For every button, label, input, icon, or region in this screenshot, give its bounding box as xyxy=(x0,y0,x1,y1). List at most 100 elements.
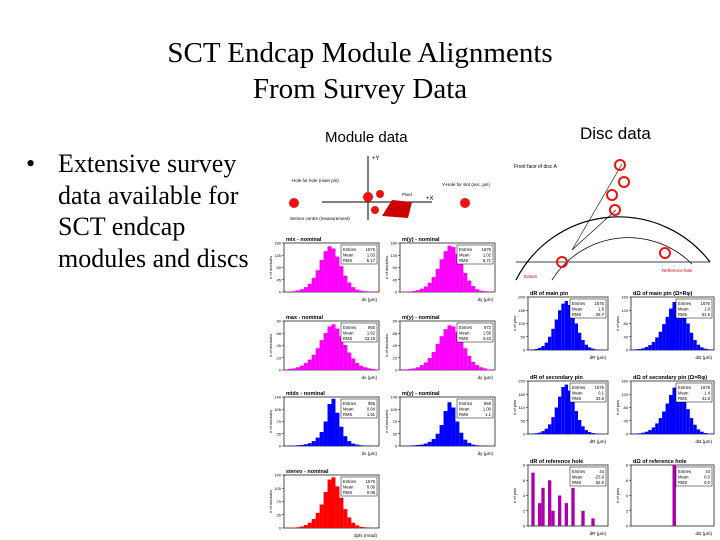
stats-key: Mean xyxy=(459,331,470,336)
histogram-bar xyxy=(561,387,565,434)
stats-key: Mean xyxy=(459,253,470,258)
histogram-bar xyxy=(548,480,552,526)
histogram-bar xyxy=(655,423,659,434)
histogram-bar xyxy=(295,290,300,292)
chart-title: dΩ of secondary pin (Ω=Rφ) xyxy=(633,375,707,381)
histogram-bar xyxy=(689,418,694,434)
stats-box xyxy=(456,322,494,343)
histogram-bar xyxy=(303,444,308,446)
histogram-bar xyxy=(331,248,336,292)
histogram-bar xyxy=(323,332,328,370)
histogram-bar xyxy=(467,355,472,370)
histogram-panel: dΩ of reference hole 0 2 4 6 8 # of pins dΩ (µm… xyxy=(615,459,715,536)
histogram-bar xyxy=(578,420,582,434)
histogram-bar xyxy=(347,517,352,528)
histogram-bar xyxy=(483,368,488,370)
stats-value: 1676 xyxy=(595,385,605,390)
stats-key: Mean xyxy=(343,331,354,336)
histogram-bar xyxy=(447,325,452,370)
histogram-bar xyxy=(541,346,545,350)
chart-title: dΩ of main pin (Ω=Rφ) xyxy=(633,291,693,297)
histogram-bar xyxy=(339,336,344,370)
histogram-bar xyxy=(323,492,328,528)
stats-value: 1.1 xyxy=(485,412,491,417)
y-tick-label: 45 xyxy=(393,343,398,348)
histogram-bar xyxy=(307,283,312,292)
histogram-bar xyxy=(303,287,308,292)
histogram-bar xyxy=(443,411,448,446)
y-tick-label: 0 xyxy=(395,444,398,449)
x-axis-label: dy (µm) xyxy=(478,375,494,380)
histogram-bar xyxy=(672,301,676,350)
y-tick-label: 140 xyxy=(274,473,281,478)
histogram-bar xyxy=(538,503,542,526)
histogram-bar xyxy=(343,275,348,292)
stats-key: RMS xyxy=(459,258,469,263)
histogram-bar xyxy=(339,497,344,528)
histogram-bar xyxy=(439,425,444,446)
histogram-bar xyxy=(637,349,642,350)
y-tick-label: 150 xyxy=(518,308,525,313)
y-tick-label: 70 xyxy=(277,499,282,504)
chart-title: midx - nominal xyxy=(286,391,325,397)
histogram-bar xyxy=(327,479,332,528)
y-tick-label: 90 xyxy=(393,319,398,324)
histogram-panel: m(y) - nominal 0 35 70 105 140 # of modules dy … xyxy=(384,391,496,456)
stats-value: 1.02 xyxy=(483,253,492,258)
stats-value: 955 xyxy=(368,401,376,406)
histogram-bar xyxy=(447,245,452,292)
histogram-bar xyxy=(284,369,288,370)
y-tick-label: 0 xyxy=(279,444,282,449)
disc-note: Front face of disc A xyxy=(514,164,557,170)
histogram-bar xyxy=(335,328,340,370)
histogram-bar xyxy=(491,369,495,370)
histogram-bar xyxy=(471,444,476,446)
histogram-bar xyxy=(541,487,545,526)
stats-box xyxy=(569,298,607,319)
y-axis-label: # of pins xyxy=(512,400,517,415)
histogram-bar xyxy=(451,247,456,292)
x-axis-label: dx (µm) xyxy=(362,375,378,380)
stats-key: RMS xyxy=(343,490,353,495)
disc-pin-icon xyxy=(614,159,626,171)
module-note: Hole for hole (main pin) xyxy=(292,178,339,183)
histogram-bar xyxy=(431,439,436,446)
y-tick-label: 160 xyxy=(621,295,628,300)
histogram-bar xyxy=(682,313,687,350)
histogram-bar xyxy=(584,430,588,434)
stats-value: 1676 xyxy=(701,301,711,306)
histogram-bar xyxy=(427,441,432,446)
histogram-bar xyxy=(331,398,336,446)
stats-box xyxy=(456,398,494,419)
y-tick-label: 0 xyxy=(523,524,526,529)
histogram-bar xyxy=(581,510,585,526)
histogram-bar xyxy=(581,426,585,434)
histogram-bar xyxy=(327,404,332,446)
y-axis-label: # of pins xyxy=(512,316,517,331)
stats-key: Entries xyxy=(459,247,472,252)
stats-value: 44 xyxy=(705,469,710,474)
histogram-bar xyxy=(315,512,320,528)
histogram-bar xyxy=(359,290,364,292)
histogram-bar xyxy=(431,277,436,292)
histogram-bar xyxy=(594,349,598,350)
histogram-bar xyxy=(459,340,464,370)
stats-key: RMS xyxy=(343,336,353,341)
x-axis-label: dΩ (µm) xyxy=(696,439,713,444)
histogram-bar xyxy=(541,431,545,434)
module-note: Y-Hole for slot (sec. pin) xyxy=(442,182,490,187)
histogram-bar xyxy=(355,362,360,370)
histogram-bar xyxy=(551,328,555,350)
y-axis-label: # of modules xyxy=(268,490,273,513)
stats-key: RMS xyxy=(572,480,582,485)
disc-pin-icon xyxy=(659,247,671,259)
y-tick-label: 0 xyxy=(279,290,282,295)
histogram-bar xyxy=(538,347,542,350)
y-tick-label: 80 xyxy=(624,321,629,326)
histogram-bar xyxy=(347,352,352,370)
axis-x-label: +X xyxy=(426,196,434,202)
histogram-bar xyxy=(291,368,296,370)
histogram-bar xyxy=(287,368,292,370)
histogram-bar xyxy=(415,367,420,370)
histogram-bar xyxy=(443,329,448,370)
